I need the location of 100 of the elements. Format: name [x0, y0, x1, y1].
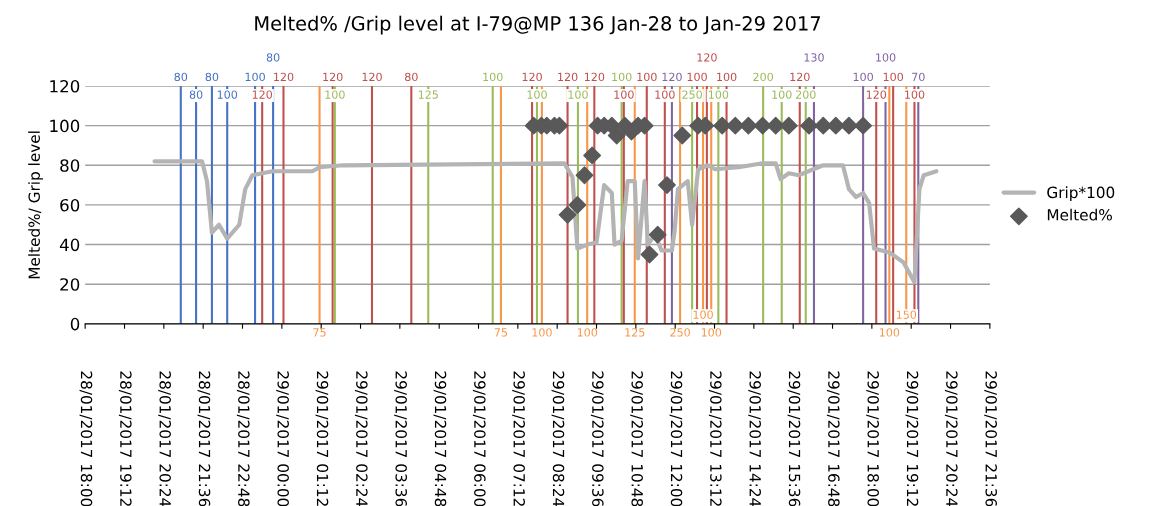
- x-tick-label: 29/01/2017 01:12: [315, 371, 329, 506]
- annotation: 200: [753, 72, 774, 82]
- annotation: 100: [655, 90, 675, 99]
- annotation: 120: [252, 90, 273, 99]
- annotation: 125: [418, 90, 438, 99]
- annotation: 200: [795, 90, 816, 99]
- annotation: 100: [876, 53, 896, 62]
- annotation: 100: [853, 72, 873, 82]
- x-tick-label: 29/01/2017 08:24: [551, 371, 565, 506]
- annotation: 120: [790, 72, 810, 82]
- point: [558, 205, 577, 224]
- annotation: 100: [483, 72, 503, 82]
- x-tick-label: 29/01/2017 06:00: [472, 371, 486, 506]
- annotation: 80: [266, 53, 280, 62]
- point: [640, 245, 659, 264]
- annotation: 100: [568, 90, 588, 99]
- annotation: 100: [717, 72, 737, 82]
- annotation: 70: [912, 72, 925, 82]
- x-tick-label: 29/01/2017 13:12: [708, 371, 722, 506]
- x-tick-label: 29/01/2017 10:48: [630, 371, 643, 506]
- annotation: 80: [174, 72, 188, 82]
- x-tick-label: 29/01/2017 02:24: [354, 371, 368, 506]
- line-series: [152, 159, 939, 285]
- x-tick-label: 29/01/2017 19:12: [905, 371, 919, 506]
- x-tick-label: 29/01/2017 20:24: [944, 371, 958, 506]
- x-tick-label: 29/01/2017 00:00: [276, 371, 289, 506]
- annotation: 100: [245, 72, 265, 82]
- x-tick-label: 28/01/2017 19:12: [118, 371, 132, 506]
- x-tick-label: 29/01/2017 18:00: [866, 371, 879, 506]
- annotation: 125: [625, 328, 645, 337]
- annotation: 80: [405, 72, 418, 82]
- annotation: 100: [532, 328, 552, 337]
- annotation: 100: [527, 90, 547, 99]
- point: [583, 146, 602, 165]
- annotation: 120: [866, 90, 887, 99]
- point: [568, 196, 587, 214]
- annotation: 100: [693, 310, 713, 319]
- x-tick-label: 29/01/2017 16:48: [826, 371, 840, 506]
- annotation: 100: [883, 72, 904, 82]
- x-tick-label: 28/01/2017 21:36: [197, 371, 211, 506]
- annotation: 100: [905, 90, 925, 99]
- annotation: 150: [896, 310, 917, 319]
- annotation: 100: [614, 90, 634, 99]
- point: [607, 126, 626, 145]
- x-tick-label: 29/01/2017 14:24: [748, 371, 761, 506]
- annotation: 75: [494, 328, 508, 337]
- annotation: 120: [584, 72, 605, 82]
- annotation: 120: [697, 53, 717, 62]
- annotation: 130: [804, 53, 824, 62]
- annotation: 120: [662, 72, 682, 82]
- y-axis-title: Melted%/ Grip level: [28, 131, 43, 279]
- legend-label: Melted%: [1047, 208, 1112, 221]
- x-tick-label: 29/01/2017 15:36: [787, 371, 801, 506]
- annotation: 100: [612, 72, 632, 82]
- annotation: 100: [325, 90, 345, 99]
- x-tick-label: 29/01/2017 21:36: [984, 371, 997, 506]
- annotation: 120: [558, 72, 578, 82]
- annotation: 100: [217, 90, 238, 99]
- annotation: 100: [637, 72, 657, 82]
- annotation: 75: [313, 328, 326, 337]
- annotation: 100: [708, 90, 729, 99]
- annotation: 80: [189, 90, 203, 99]
- annotation: 100: [879, 328, 900, 337]
- x-tick-label: 28/01/2017 20:24: [158, 371, 171, 506]
- y-tick-label: 0: [70, 317, 80, 331]
- annotation: 100: [577, 328, 598, 337]
- annotation: 100: [701, 328, 722, 337]
- y-tick-label: 40: [59, 238, 80, 252]
- annotation: 100: [687, 72, 707, 82]
- point: [658, 176, 676, 195]
- y-tick-label: 60: [60, 198, 80, 212]
- y-tick-label: 120: [50, 79, 80, 93]
- annotation: 120: [323, 72, 343, 82]
- annotation: 120: [522, 72, 542, 82]
- x-tick-label: 29/01/2017 12:00: [669, 371, 683, 506]
- point: [854, 116, 873, 135]
- annotation: 80: [205, 72, 219, 82]
- annotation: 120: [274, 72, 294, 82]
- x-tick-label: 29/01/2017 09:36: [590, 371, 604, 506]
- x-tick-label: 29/01/2017 07:12: [512, 371, 525, 506]
- x-tick-label: 29/01/2017 03:36: [394, 371, 407, 506]
- annotation: 100: [772, 90, 792, 99]
- x-tick-label: 29/01/2017 04:48: [433, 371, 447, 506]
- chart-title: Melted% /Grip level at I-79@MP 136 Jan-28 to Jan-29 2017: [255, 15, 821, 35]
- annotation: 250: [670, 328, 690, 337]
- point: [648, 225, 667, 244]
- point: [753, 116, 772, 135]
- point: [673, 126, 692, 145]
- y-tick-label: 100: [50, 119, 80, 133]
- y-tick-label: 80: [60, 159, 80, 172]
- y-tick-label: 20: [60, 278, 80, 291]
- x-tick-label: 28/01/2017 22:48: [236, 371, 250, 506]
- point: [575, 166, 594, 185]
- x-tick-label: 28/01/2017 18:00: [79, 371, 93, 506]
- annotation: 120: [362, 72, 382, 82]
- point: [739, 116, 758, 135]
- point: [840, 116, 858, 135]
- annotation: 250: [682, 90, 702, 99]
- legend-label: Grip*100: [1047, 186, 1115, 202]
- point: [800, 116, 818, 135]
